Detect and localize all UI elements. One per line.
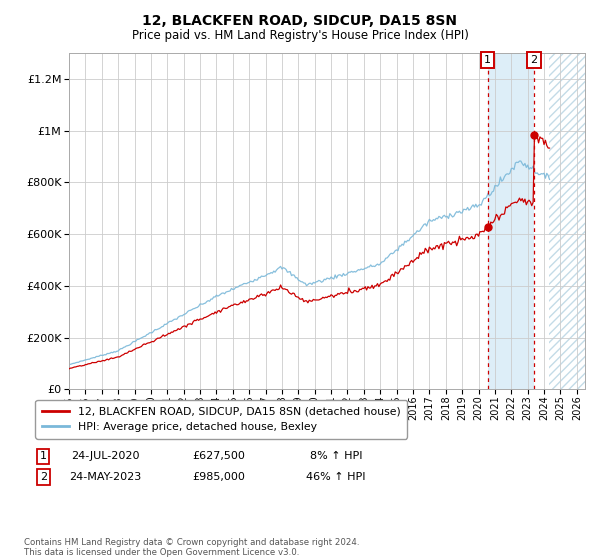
- Text: 2: 2: [40, 472, 47, 482]
- Text: 1: 1: [40, 451, 47, 461]
- Text: £985,000: £985,000: [193, 472, 245, 482]
- Bar: [549, 53, 585, 389]
- Text: 46% ↑ HPI: 46% ↑ HPI: [306, 472, 366, 482]
- Text: Contains HM Land Registry data © Crown copyright and database right 2024.
This d: Contains HM Land Registry data © Crown c…: [24, 538, 359, 557]
- Bar: [549, 53, 585, 389]
- Text: 1: 1: [484, 55, 491, 65]
- Text: 12, BLACKFEN ROAD, SIDCUP, DA15 8SN: 12, BLACKFEN ROAD, SIDCUP, DA15 8SN: [143, 14, 458, 28]
- Text: 24-MAY-2023: 24-MAY-2023: [69, 472, 141, 482]
- Legend: 12, BLACKFEN ROAD, SIDCUP, DA15 8SN (detached house), HPI: Average price, detach: 12, BLACKFEN ROAD, SIDCUP, DA15 8SN (det…: [35, 400, 407, 438]
- Text: Price paid vs. HM Land Registry's House Price Index (HPI): Price paid vs. HM Land Registry's House …: [131, 29, 469, 42]
- Bar: [488, 53, 534, 389]
- Text: 2: 2: [530, 55, 538, 65]
- Text: 24-JUL-2020: 24-JUL-2020: [71, 451, 139, 461]
- Text: £627,500: £627,500: [193, 451, 245, 461]
- Text: 8% ↑ HPI: 8% ↑ HPI: [310, 451, 362, 461]
